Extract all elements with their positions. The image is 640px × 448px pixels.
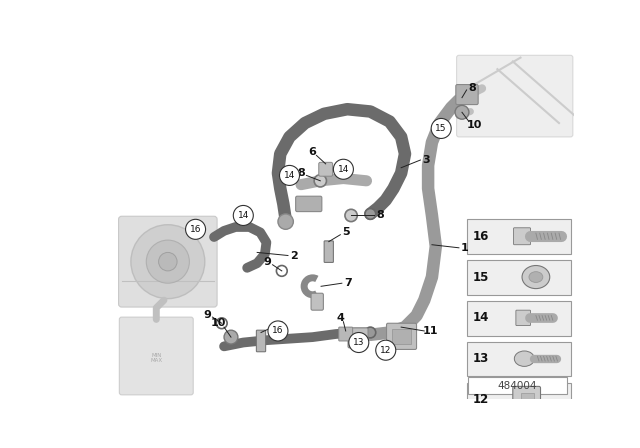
Text: 14: 14 xyxy=(284,171,295,180)
Text: 12: 12 xyxy=(473,393,489,406)
Circle shape xyxy=(147,240,189,283)
Text: 10: 10 xyxy=(210,318,225,328)
Text: 4: 4 xyxy=(337,313,344,323)
Circle shape xyxy=(365,208,376,220)
FancyBboxPatch shape xyxy=(467,342,570,376)
FancyBboxPatch shape xyxy=(392,329,411,344)
FancyBboxPatch shape xyxy=(468,377,566,394)
FancyBboxPatch shape xyxy=(296,196,322,211)
Circle shape xyxy=(280,165,300,185)
Text: 8: 8 xyxy=(297,168,305,178)
Circle shape xyxy=(349,332,369,353)
Circle shape xyxy=(431,118,451,138)
Text: 16: 16 xyxy=(272,327,284,336)
Text: 11: 11 xyxy=(422,326,438,336)
Text: 16: 16 xyxy=(473,230,489,243)
FancyBboxPatch shape xyxy=(467,383,570,417)
Text: 9: 9 xyxy=(203,310,211,320)
FancyBboxPatch shape xyxy=(467,260,570,295)
Text: 13: 13 xyxy=(473,352,489,365)
Ellipse shape xyxy=(515,351,534,366)
Text: 13: 13 xyxy=(353,338,365,347)
Circle shape xyxy=(345,209,357,222)
Circle shape xyxy=(159,252,177,271)
FancyBboxPatch shape xyxy=(513,386,541,413)
Text: 10: 10 xyxy=(467,120,482,129)
Circle shape xyxy=(131,225,205,299)
Text: 484004: 484004 xyxy=(498,381,537,391)
FancyBboxPatch shape xyxy=(467,417,570,448)
Circle shape xyxy=(365,327,376,338)
Circle shape xyxy=(276,266,287,276)
Circle shape xyxy=(268,321,288,341)
Ellipse shape xyxy=(529,271,543,282)
FancyBboxPatch shape xyxy=(324,241,333,263)
FancyBboxPatch shape xyxy=(311,293,323,310)
FancyBboxPatch shape xyxy=(467,301,570,336)
FancyBboxPatch shape xyxy=(520,393,534,405)
FancyBboxPatch shape xyxy=(339,327,353,341)
Text: MIN
MAX: MIN MAX xyxy=(150,353,163,363)
FancyBboxPatch shape xyxy=(319,162,333,176)
Text: 14: 14 xyxy=(237,211,249,220)
Circle shape xyxy=(314,175,326,187)
Polygon shape xyxy=(490,443,543,448)
Text: 8: 8 xyxy=(376,211,384,220)
Text: 8: 8 xyxy=(468,82,476,93)
Circle shape xyxy=(216,318,227,329)
FancyBboxPatch shape xyxy=(348,328,368,348)
FancyBboxPatch shape xyxy=(387,323,417,349)
FancyBboxPatch shape xyxy=(513,228,531,245)
FancyBboxPatch shape xyxy=(118,216,217,307)
Circle shape xyxy=(455,105,469,119)
Text: 16: 16 xyxy=(190,225,202,234)
FancyBboxPatch shape xyxy=(456,55,573,137)
Circle shape xyxy=(234,206,253,225)
Circle shape xyxy=(333,159,353,179)
Text: 5: 5 xyxy=(275,321,282,331)
Text: 5: 5 xyxy=(342,228,350,237)
FancyBboxPatch shape xyxy=(467,220,570,254)
Polygon shape xyxy=(490,430,499,444)
Text: 2: 2 xyxy=(291,250,298,260)
Text: 14: 14 xyxy=(338,165,349,174)
FancyBboxPatch shape xyxy=(456,85,478,104)
Text: 14: 14 xyxy=(473,311,489,324)
Text: 1: 1 xyxy=(461,243,469,253)
Text: 7: 7 xyxy=(344,278,352,288)
FancyBboxPatch shape xyxy=(257,330,266,352)
Circle shape xyxy=(278,214,293,229)
Ellipse shape xyxy=(522,266,550,289)
FancyBboxPatch shape xyxy=(119,317,193,395)
Circle shape xyxy=(224,330,238,344)
Text: 9: 9 xyxy=(263,257,271,267)
Text: 12: 12 xyxy=(380,346,392,355)
Text: 6: 6 xyxy=(308,147,316,157)
Circle shape xyxy=(186,220,205,239)
Text: 3: 3 xyxy=(423,155,430,165)
Text: 15: 15 xyxy=(473,271,489,284)
FancyBboxPatch shape xyxy=(516,310,531,326)
Text: 15: 15 xyxy=(435,124,447,133)
Circle shape xyxy=(376,340,396,360)
